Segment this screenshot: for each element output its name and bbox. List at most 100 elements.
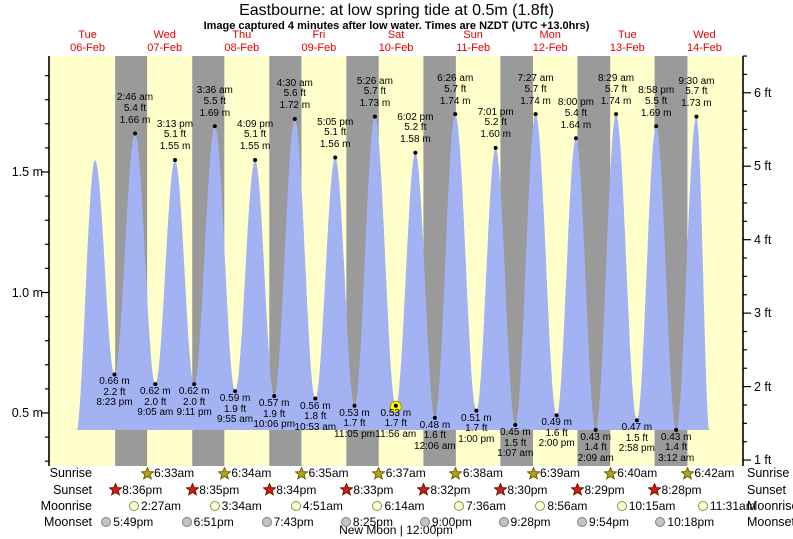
tide-point xyxy=(593,427,598,432)
moonset-icon xyxy=(261,516,272,527)
y-axis-m-label-0.5: 0.5 m xyxy=(11,406,43,420)
sunset-icon xyxy=(570,483,584,496)
moon-phase-label: New Moon | 12:00pm xyxy=(339,523,453,537)
tide-point xyxy=(474,408,479,413)
tide-point xyxy=(333,155,338,160)
moonrise-icon xyxy=(453,500,464,511)
moonset-row-label-right: Moonset xyxy=(747,515,793,529)
tide-high-label: 7:01 pm 5.2 ft 1.60 m xyxy=(477,106,514,141)
tide-high-label: 3:13 pm 5.1 ft 1.55 m xyxy=(156,118,194,153)
tide-curve-area xyxy=(75,114,710,430)
day-label-wed-14-feb: Wed 14-Feb xyxy=(687,29,722,54)
tide-high-label: 6:26 am 5.7 ft 1.74 m xyxy=(437,73,474,107)
sunrise-time: 6:37am xyxy=(385,466,426,480)
sunset-time: 8:36pm xyxy=(122,482,163,497)
tide-point xyxy=(654,124,659,129)
y-axis-ft-label-3: 3 ft xyxy=(754,306,772,320)
sunset-icon xyxy=(185,483,199,496)
tide-point xyxy=(432,415,437,420)
sunset-time: 8:30pm xyxy=(507,482,548,497)
sunset-row-label-left: Sunset xyxy=(53,483,92,497)
moonrise-time: 4:51am xyxy=(302,498,343,513)
day-label-wed-07-feb: Wed 07-Feb xyxy=(147,29,183,54)
tide-point xyxy=(212,124,217,129)
tide-high-label: 5:05 pm 5.1 ft 1.56 m xyxy=(317,116,354,151)
tide-point xyxy=(694,114,699,119)
day-label-tue-06-feb: Tue 06-Feb xyxy=(70,29,105,54)
moonset-row-label-left: Moonset xyxy=(44,515,92,529)
tide-high-label: 4:09 pm 5.1 ft 1.55 m xyxy=(237,118,274,153)
tide-point xyxy=(614,112,619,117)
moonset-icon xyxy=(655,516,666,527)
tide-low-label: 0.43 m 1.4 ft 2:09 am xyxy=(577,431,614,464)
tide-high-label: 8:00 pm 5.4 ft 1.64 m xyxy=(557,97,594,131)
sunrise-icon xyxy=(526,466,540,480)
moonrise-time: 10:15am xyxy=(628,498,676,513)
tide-point xyxy=(272,394,277,399)
moonset-icon xyxy=(340,516,351,527)
moonrise-icon xyxy=(535,500,546,511)
sunset-icon xyxy=(416,483,430,496)
sunrise-icon xyxy=(680,466,694,480)
tide-high-label: 8:58 pm 5.5 ft 1.69 m xyxy=(638,85,675,119)
tide-point xyxy=(233,389,238,394)
y-axis-m-label-1.0: 1.0 m xyxy=(11,286,43,300)
tide-point xyxy=(313,396,318,401)
tide-point xyxy=(153,382,158,387)
y-axis-ft-label-2: 2 ft xyxy=(754,380,772,394)
sunrise-time: 6:34am xyxy=(231,466,272,480)
tide-high-label: 6:02 pm 5.2 ft 1.58 m xyxy=(397,111,434,146)
moonrise-row-label-right: Moonrise xyxy=(747,499,793,513)
sunrise-icon xyxy=(603,466,617,480)
moonset-time: 5:49pm xyxy=(113,514,154,529)
y-axis-ft-label-5: 5 ft xyxy=(754,159,772,173)
tide-low-label: 0.49 m 1.6 ft 2:00 pm xyxy=(538,417,575,450)
y-axis-m-label-1.5: 1.5 m xyxy=(11,165,43,179)
sunrise-icon xyxy=(294,466,308,480)
day-label-sat-10-feb: Sat 10-Feb xyxy=(378,29,414,54)
tide-high-label: 7:27 am 5.7 ft 1.74 m xyxy=(517,73,554,107)
moonrise-time: 7:36am xyxy=(465,498,506,513)
sunrise-icon xyxy=(140,466,154,480)
moonset-icon xyxy=(577,516,588,527)
sunrise-time: 6:39am xyxy=(540,466,581,480)
tide-point xyxy=(173,157,178,162)
tide-low-label: 0.51 m 1.7 ft 1:00 pm xyxy=(458,412,495,445)
chart-title: Eastbourne: at low spring tide at 0.5m (… xyxy=(239,2,554,19)
y-axis-ft-label-1: 1 ft xyxy=(754,453,772,467)
moonrise-time: 2:27am xyxy=(140,498,181,513)
tide-point xyxy=(292,116,297,121)
sunset-icon xyxy=(493,483,507,496)
moonset-icon xyxy=(498,516,509,527)
tide-point xyxy=(453,112,458,117)
tide-low-label: 0.57 m 1.9 ft 10:06 pm xyxy=(253,398,296,431)
tide-point xyxy=(513,423,518,428)
moonrise-icon xyxy=(697,500,708,511)
tide-point xyxy=(112,372,117,377)
moonset-time: 9:00pm xyxy=(431,514,472,529)
moonrise-icon xyxy=(616,500,627,511)
day-label-mon-12-feb: Mon 12-Feb xyxy=(532,29,568,54)
day-label-tue-13-feb: Tue 13-Feb xyxy=(609,29,645,54)
moonset-icon xyxy=(419,516,430,527)
moonset-icon xyxy=(181,516,192,527)
tide-point xyxy=(253,157,258,162)
tide-high-label: 4:30 am 5.6 ft 1.72 m xyxy=(276,77,313,112)
tide-point xyxy=(352,403,357,408)
day-label-thu-08-feb: Thu 08-Feb xyxy=(224,29,260,54)
moonrise-icon xyxy=(209,500,220,511)
sunrise-time: 6:42am xyxy=(694,466,735,480)
moonset-time: 6:51pm xyxy=(193,514,234,529)
tide-low-label: 0.43 m 1.4 ft 3:12 am xyxy=(658,431,695,464)
day-label-sun-11-feb: Sun 11-Feb xyxy=(456,29,491,54)
tide-point xyxy=(533,112,538,117)
sunset-icon xyxy=(108,483,122,496)
tide-point xyxy=(554,413,559,418)
tide-low-label: 0.53 m 1.7 ft 11:56 am xyxy=(375,407,417,440)
tide-low-label: 0.45 m 1.5 ft 1:07 am xyxy=(497,427,534,460)
moonrise-time: 3:34am xyxy=(221,498,262,513)
tide-low-label: 0.48 m 1.6 ft 12:06 am xyxy=(414,419,456,452)
tide-low-label: 0.66 m 2.2 ft 8:23 pm xyxy=(96,376,133,409)
